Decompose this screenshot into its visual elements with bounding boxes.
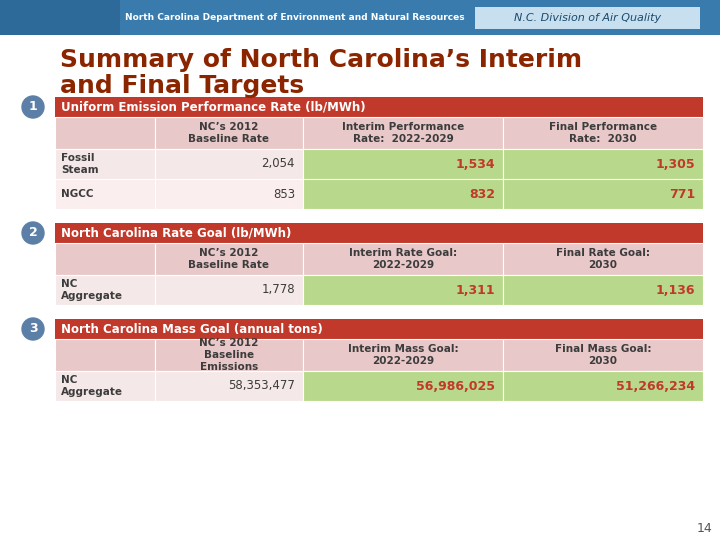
Bar xyxy=(303,117,503,149)
Text: 853: 853 xyxy=(273,187,295,200)
Bar xyxy=(55,339,155,371)
Text: NC’s 2012
Baseline Rate: NC’s 2012 Baseline Rate xyxy=(189,122,269,144)
Circle shape xyxy=(22,222,44,244)
Bar xyxy=(475,7,700,29)
Bar xyxy=(303,179,503,209)
Text: NGCC: NGCC xyxy=(61,189,94,199)
Text: Fossil
Steam: Fossil Steam xyxy=(61,153,99,175)
Text: NC
Aggregate: NC Aggregate xyxy=(61,375,123,397)
Bar xyxy=(303,339,503,371)
Bar xyxy=(303,149,503,179)
Text: 1,305: 1,305 xyxy=(655,158,695,171)
Bar xyxy=(55,97,703,117)
Bar xyxy=(55,243,155,275)
Text: 1: 1 xyxy=(29,100,37,113)
Text: Final Performance
Rate:  2030: Final Performance Rate: 2030 xyxy=(549,122,657,144)
Text: Interim Performance
Rate:  2022-2029: Interim Performance Rate: 2022-2029 xyxy=(342,122,464,144)
Bar xyxy=(155,117,303,149)
Text: NC’s 2012
Baseline
Emissions: NC’s 2012 Baseline Emissions xyxy=(199,339,258,372)
Circle shape xyxy=(22,96,44,118)
Text: and Final Targets: and Final Targets xyxy=(60,74,304,98)
Text: North Carolina Mass Goal (annual tons): North Carolina Mass Goal (annual tons) xyxy=(61,322,323,335)
Bar xyxy=(303,371,503,401)
Bar xyxy=(503,339,703,371)
Bar xyxy=(303,275,503,305)
Text: 2,054: 2,054 xyxy=(261,158,295,171)
Bar xyxy=(55,319,703,339)
Text: 771: 771 xyxy=(669,187,695,200)
Text: Interim Mass Goal:
2022-2029: Interim Mass Goal: 2022-2029 xyxy=(348,344,459,366)
Bar xyxy=(503,275,703,305)
Text: North Carolina Rate Goal (lb/MWh): North Carolina Rate Goal (lb/MWh) xyxy=(61,226,292,240)
Text: Uniform Emission Performance Rate (lb/MWh): Uniform Emission Performance Rate (lb/MW… xyxy=(61,100,366,113)
Text: Final Mass Goal:
2030: Final Mass Goal: 2030 xyxy=(554,344,652,366)
Bar xyxy=(503,179,703,209)
Bar xyxy=(55,149,155,179)
Circle shape xyxy=(22,318,44,340)
Bar xyxy=(55,223,703,243)
Bar xyxy=(155,371,303,401)
Bar xyxy=(55,179,155,209)
Text: 1,311: 1,311 xyxy=(455,284,495,296)
Text: 1,136: 1,136 xyxy=(655,284,695,296)
Text: 1,778: 1,778 xyxy=(261,284,295,296)
Text: NC
Aggregate: NC Aggregate xyxy=(61,279,123,301)
Text: 51,266,234: 51,266,234 xyxy=(616,380,695,393)
Bar xyxy=(0,0,720,35)
Text: Interim Rate Goal:
2022-2029: Interim Rate Goal: 2022-2029 xyxy=(349,248,457,270)
Bar xyxy=(503,117,703,149)
Text: 58,353,477: 58,353,477 xyxy=(228,380,295,393)
Text: 1,534: 1,534 xyxy=(455,158,495,171)
Text: 832: 832 xyxy=(469,187,495,200)
Bar xyxy=(155,339,303,371)
Text: 14: 14 xyxy=(696,522,712,535)
Text: N.C. Division of Air Quality: N.C. Division of Air Quality xyxy=(514,13,662,23)
Bar xyxy=(0,0,120,35)
Text: NC’s 2012
Baseline Rate: NC’s 2012 Baseline Rate xyxy=(189,248,269,270)
Bar xyxy=(503,243,703,275)
Text: 2: 2 xyxy=(29,226,37,240)
Bar xyxy=(155,275,303,305)
Bar xyxy=(55,275,155,305)
Bar xyxy=(503,371,703,401)
Bar xyxy=(303,243,503,275)
Text: Summary of North Carolina’s Interim: Summary of North Carolina’s Interim xyxy=(60,48,582,72)
Bar xyxy=(155,149,303,179)
Bar xyxy=(55,117,155,149)
Text: Final Rate Goal:
2030: Final Rate Goal: 2030 xyxy=(556,248,650,270)
Bar xyxy=(503,149,703,179)
Bar xyxy=(55,371,155,401)
Text: 3: 3 xyxy=(29,322,37,335)
Text: North Carolina Department of Environment and Natural Resources: North Carolina Department of Environment… xyxy=(125,14,464,23)
Text: 56,986,025: 56,986,025 xyxy=(416,380,495,393)
Bar xyxy=(155,179,303,209)
Bar xyxy=(155,243,303,275)
